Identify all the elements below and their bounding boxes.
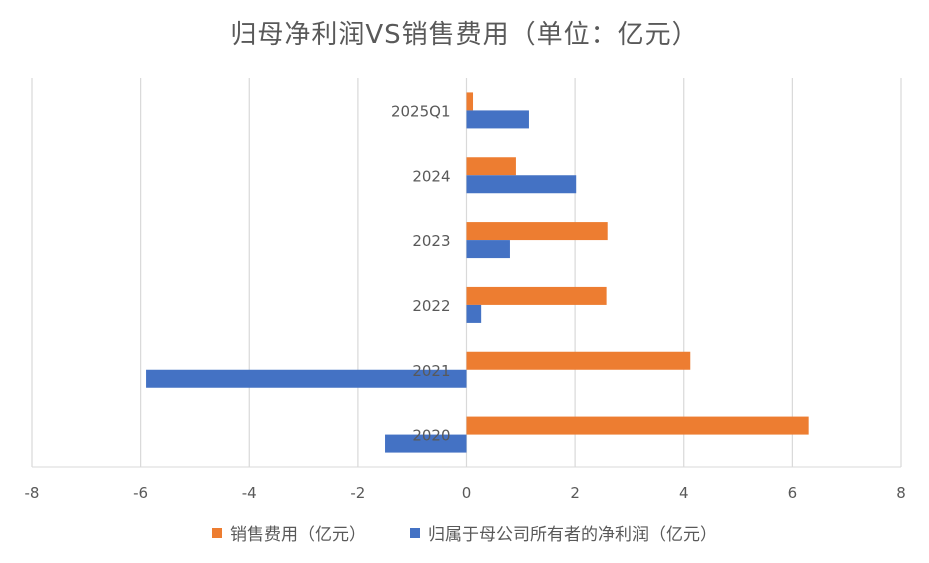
bar-sales-expense-2021	[466, 351, 691, 370]
y-category-label: 2023	[412, 232, 450, 250]
bar-sales-expense-2025Q1	[466, 92, 474, 111]
bar-net-profit-2021	[146, 369, 467, 388]
x-tick-label: 8	[896, 484, 906, 502]
bar-net-profit-2024	[466, 175, 577, 194]
legend-item-sales-expense: 销售费用（亿元）	[212, 520, 366, 545]
x-tick-label: -8	[25, 484, 40, 502]
x-tick-label: 0	[462, 484, 472, 502]
bar-sales-expense-2022	[466, 286, 607, 305]
y-category-label: 2020	[412, 427, 450, 445]
y-category-label: 2024	[412, 167, 450, 185]
x-tick-label: -2	[350, 484, 365, 502]
bar-net-profit-2025Q1	[466, 110, 529, 129]
legend: 销售费用（亿元） 归属于母公司所有者的净利润（亿元）	[0, 520, 929, 545]
bar-net-profit-2023	[466, 240, 510, 259]
y-category-label: 2021	[412, 362, 450, 380]
x-tick-label: -6	[133, 484, 148, 502]
chart-title: 归母净利润VS销售费用（单位：亿元）	[230, 20, 699, 50]
legend-label-net-profit: 归属于母公司所有者的净利润（亿元）	[428, 525, 717, 545]
legend-label-sales-expense: 销售费用（亿元）	[230, 525, 366, 545]
legend-swatch-net-profit	[410, 527, 420, 538]
bar-sales-expense-2023	[466, 222, 608, 241]
bar-net-profit-2020	[385, 434, 467, 453]
legend-item-net-profit: 归属于母公司所有者的净利润（亿元）	[410, 520, 717, 545]
x-tick-label: -4	[242, 484, 257, 502]
x-tick-label: 6	[788, 484, 798, 502]
y-category-label: 2022	[412, 297, 450, 315]
y-category-label: 2025Q1	[391, 102, 451, 120]
x-tick-label: 2	[570, 484, 580, 502]
legend-swatch-sales-expense	[212, 527, 222, 538]
bar-net-profit-2022	[466, 304, 482, 323]
bar-sales-expense-2020	[466, 416, 809, 435]
x-tick-label: 4	[679, 484, 689, 502]
bar-sales-expense-2024	[466, 157, 516, 176]
